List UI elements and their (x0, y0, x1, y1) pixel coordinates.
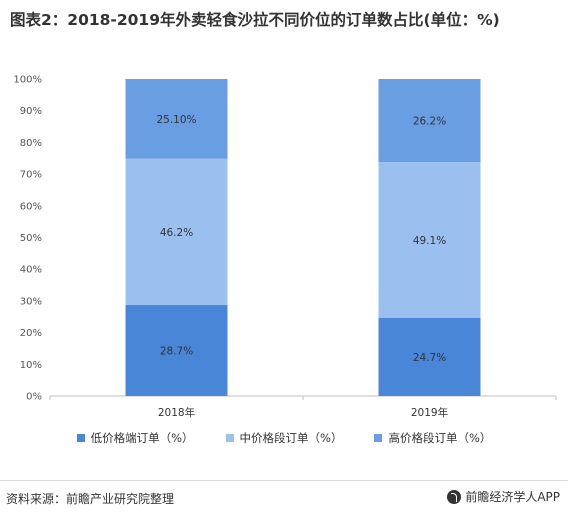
bar-segment (378, 79, 481, 163)
legend-item-low: 低价格端订单（%） (76, 430, 194, 446)
y-tick-label: 70% (20, 170, 42, 181)
y-tick-label: 80% (20, 138, 42, 149)
x-tick-label: 2018年 (158, 406, 195, 419)
y-tick-label: 100% (13, 75, 42, 86)
bar-segment (125, 158, 228, 306)
data-label: 46.2% (160, 227, 193, 239)
bar-segment (125, 305, 228, 396)
bar-segment (378, 317, 481, 396)
chart-title: 图表2：2018-2019年外卖轻食沙拉不同价位的订单数占比(单位：%) (10, 11, 500, 29)
data-label: 28.7% (160, 346, 193, 358)
legend-swatch-low (76, 434, 85, 442)
legend-label-high: 高价格段订单（%） (388, 431, 492, 445)
legend-swatch-high (374, 434, 383, 442)
legend-item-high: 高价格段订单（%） (374, 430, 491, 446)
y-tick-label: 90% (20, 106, 42, 117)
brand-logo-icon (447, 489, 462, 504)
y-tick-label: 10% (20, 360, 42, 371)
data-label: 26.2% (413, 116, 446, 128)
data-label: 25.10% (156, 114, 196, 126)
data-label: 24.7% (413, 352, 446, 364)
legend-label-low: 低价格端订单（%） (90, 431, 194, 445)
y-tick-label: 40% (20, 265, 42, 276)
x-tick-label: 2019年 (411, 406, 448, 419)
brand: 前瞻经济学人APP (447, 488, 560, 505)
bar-segment (125, 79, 228, 159)
legend-label-mid: 中价格段订单（%） (239, 431, 343, 445)
footer-divider (0, 480, 568, 481)
y-tick-label: 0% (26, 392, 42, 403)
legend: 低价格端订单（%） 中价格段订单（%） 高价格段订单（%） (0, 430, 568, 446)
bar-segment (378, 162, 481, 318)
brand-name: 前瞻经济学人APP (465, 490, 560, 504)
y-tick-label: 20% (20, 328, 42, 339)
y-tick-label: 60% (20, 201, 42, 212)
y-tick-label: 50% (20, 233, 42, 244)
legend-item-mid: 中价格段订单（%） (225, 430, 343, 446)
y-tick-label: 30% (20, 296, 42, 307)
stacked-bar-chart: 0% 10% 20% 30% 40% 50% 60% 70% 80% 90% 100% 28.7% 46… (13, 75, 557, 419)
source-note: 资料来源：前瞻产业研究院整理 (6, 492, 175, 506)
data-label: 49.1% (413, 235, 446, 247)
legend-swatch-mid (225, 434, 234, 442)
